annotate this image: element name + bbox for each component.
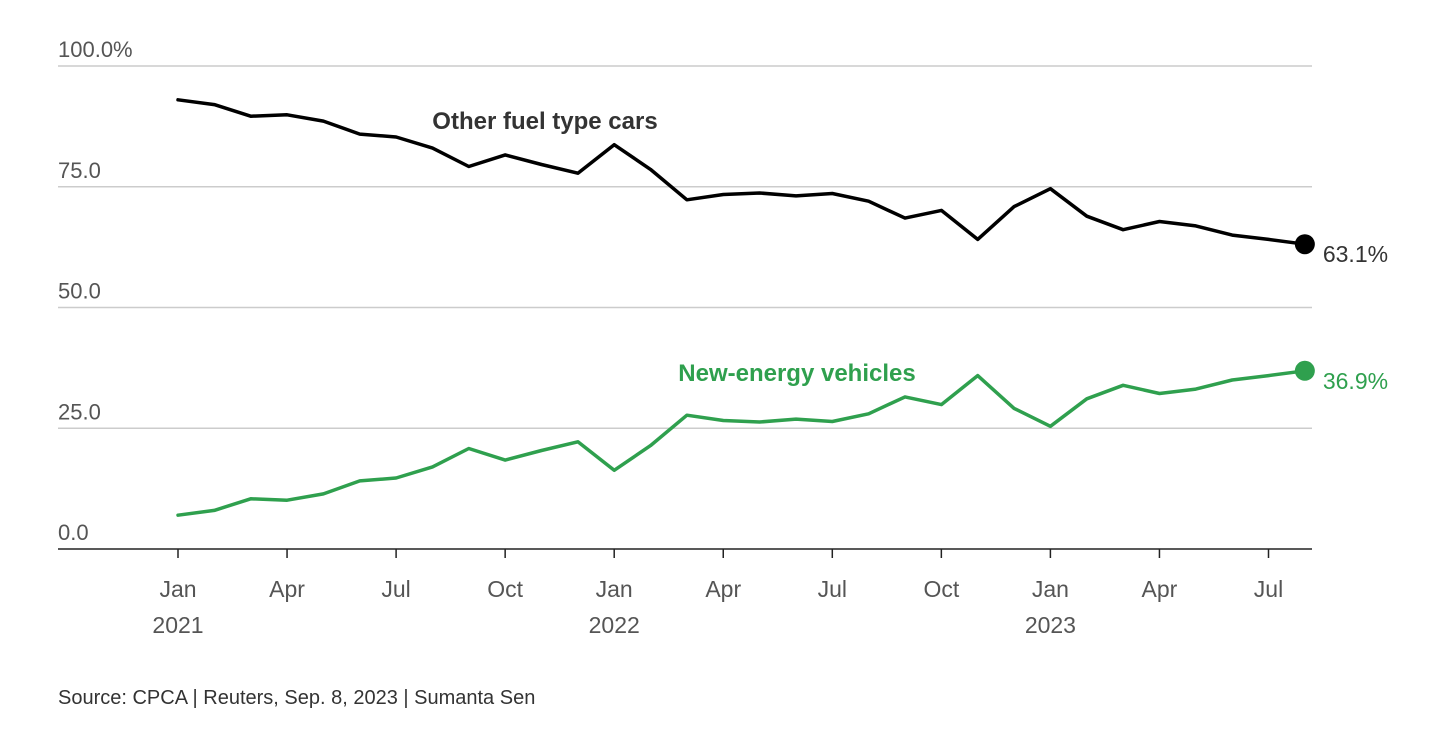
series-end-marker bbox=[1294, 360, 1315, 381]
x-tick-label: Jul bbox=[381, 576, 410, 602]
x-tick-label: Jan bbox=[1032, 576, 1069, 602]
x-tick-label: Jul bbox=[1254, 576, 1283, 602]
y-tick-label: 50.0 bbox=[58, 279, 101, 304]
series-name-label: Other fuel type cars bbox=[432, 108, 657, 135]
series-line-0 bbox=[176, 98, 1307, 246]
series-name-label: New-energy vehicles bbox=[678, 360, 915, 387]
x-tick-year-label: 2023 bbox=[1025, 612, 1076, 638]
series-end-value-label: 36.9% bbox=[1323, 368, 1388, 394]
x-tick-label: Apr bbox=[269, 576, 305, 602]
series-end-marker bbox=[1294, 234, 1315, 255]
source-credit: Source: CPCA | Reuters, Sep. 8, 2023 | S… bbox=[58, 687, 536, 709]
x-tick-label: Jan bbox=[596, 576, 633, 602]
y-tick-label: 100.0% bbox=[58, 37, 133, 62]
x-tick-label: Apr bbox=[705, 576, 741, 602]
series-labels: 63.1% Other fuel type cars 36.9% New-energy… bbox=[432, 108, 1388, 394]
x-tick-label: Jul bbox=[818, 576, 847, 602]
y-tick-label: 0.0 bbox=[58, 520, 89, 545]
y-tick-label: 25.0 bbox=[58, 399, 101, 424]
x-tick-label: Apr bbox=[1142, 576, 1178, 602]
gridlines bbox=[58, 65, 1312, 429]
y-tick-label: 75.0 bbox=[58, 158, 101, 183]
y-axis-tick-labels: 0.0 25.0 50.0 75.0 100.0% bbox=[58, 37, 133, 545]
series-end-value-label: 63.1% bbox=[1323, 241, 1388, 267]
x-tick-year-label: 2022 bbox=[589, 612, 640, 638]
x-tick-label: Oct bbox=[923, 576, 959, 602]
x-tick-label: Jan bbox=[159, 576, 196, 602]
x-tick-label: Oct bbox=[487, 576, 523, 602]
x-axis-ticks: Jan 2021 Apr Jul Oct Jan 2022 Apr Jul Oct Jan 2023 A… bbox=[152, 549, 1283, 638]
series-lines bbox=[176, 98, 1315, 517]
x-tick-year-label: 2021 bbox=[152, 612, 203, 638]
series-line-1 bbox=[176, 369, 1307, 517]
